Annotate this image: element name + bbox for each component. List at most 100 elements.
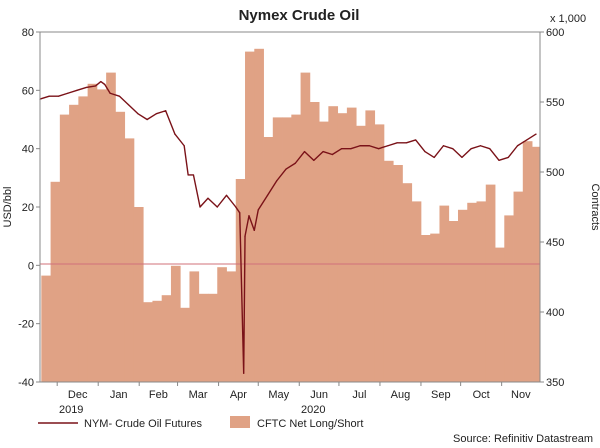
x-tick-label: Nov	[511, 389, 531, 401]
left-tick-label: 0	[28, 260, 34, 272]
series-point	[303, 150, 306, 153]
series-point	[155, 113, 157, 115]
x-tick-label: Sep	[431, 389, 451, 401]
bar	[50, 181, 61, 382]
series-point	[76, 89, 78, 91]
left-tick-label: 40	[22, 144, 34, 156]
series-point	[253, 229, 255, 231]
series-point	[498, 159, 500, 161]
series-point	[174, 133, 176, 135]
left-tick-label: 60	[22, 85, 34, 97]
chart-title: Nymex Crude Oil	[239, 7, 360, 24]
bar	[161, 295, 172, 382]
x-tick-label: Oct	[473, 389, 490, 401]
source-note: Source: Refinitiv Datastream	[453, 433, 593, 445]
series-point	[248, 215, 250, 217]
x-tick-label: Mar	[189, 389, 208, 401]
right-tick-label: 600	[546, 27, 564, 39]
bar	[495, 247, 505, 382]
series-point	[340, 148, 343, 150]
left-tick-label: -20	[18, 319, 34, 331]
bar	[282, 117, 292, 383]
series-point	[85, 86, 87, 89]
legend-line-label: NYM- Crude Oil Futures	[84, 418, 202, 430]
series-point	[183, 145, 185, 147]
right-axis: 350 400 450 500 550 600	[540, 27, 564, 389]
series-point	[470, 148, 472, 150]
bar	[207, 293, 218, 382]
bar	[448, 221, 459, 382]
series-point	[526, 139, 528, 141]
series-point	[276, 180, 278, 182]
series-point	[266, 194, 269, 196]
bar	[365, 110, 376, 383]
x-tick-label: May	[268, 389, 289, 401]
series-point	[368, 145, 370, 147]
series-point	[535, 133, 537, 135]
series-point	[100, 80, 102, 83]
x-tick-label: Jan	[110, 389, 128, 401]
left-axis-label: USD/bbl	[2, 187, 14, 228]
series-point	[285, 168, 287, 170]
bar	[346, 107, 357, 382]
series-point	[225, 194, 228, 196]
x-tick-label: Feb	[149, 389, 168, 401]
x-tick-label: Dec	[68, 389, 88, 401]
series-point	[489, 148, 491, 150]
bar	[235, 179, 246, 382]
x-year-label: 2020	[301, 404, 325, 416]
bar	[106, 72, 116, 382]
right-axis-label: Contracts	[589, 183, 600, 231]
bar	[226, 271, 237, 382]
bar	[467, 202, 477, 382]
x-axis: Dec Jan Feb Mar Apr May Jun Jul Aug Sep Oct Nov 2019…	[56, 382, 531, 416]
bar	[198, 293, 209, 382]
bar	[374, 124, 385, 383]
right-tick-label: 350	[546, 377, 564, 389]
bar	[328, 106, 339, 382]
series-point	[67, 92, 69, 94]
series-point	[104, 83, 106, 86]
series-point	[442, 145, 445, 147]
series-point	[128, 104, 130, 106]
bar	[143, 302, 153, 382]
x-tick-label: Jun	[310, 389, 328, 401]
x-tick-label: Jul	[352, 389, 366, 401]
series-point	[57, 95, 60, 97]
series-point	[479, 145, 482, 147]
bar-series	[41, 48, 541, 383]
bar	[402, 183, 413, 382]
bar	[152, 300, 163, 382]
bar	[272, 117, 283, 383]
bar	[78, 96, 89, 383]
right-tick-label: 400	[546, 307, 564, 319]
series-point	[461, 156, 463, 159]
left-axis: -40 -20 0 20 40 60 80	[18, 27, 40, 389]
legend: NYM- Crude Oil Futures CFTC Net Long/Sho…	[38, 416, 363, 430]
series-point	[257, 209, 259, 211]
bar	[300, 72, 311, 382]
bar	[59, 114, 70, 382]
bar	[356, 125, 366, 383]
series-point	[331, 153, 333, 156]
series-point	[322, 150, 324, 153]
bar	[170, 265, 181, 382]
series-point	[350, 148, 352, 150]
bar	[189, 271, 200, 382]
series-point	[415, 139, 417, 141]
series-point	[94, 85, 97, 87]
series-point	[424, 150, 426, 153]
plot-area	[39, 31, 541, 383]
series-point	[239, 212, 241, 214]
left-tick-label: 20	[22, 202, 34, 214]
bar	[476, 201, 487, 382]
series-point	[516, 145, 519, 147]
bar	[485, 184, 496, 382]
series-point	[199, 206, 201, 208]
right-tick-label: 500	[546, 167, 564, 179]
series-point	[387, 145, 389, 147]
series-point	[433, 156, 435, 159]
series-point	[118, 95, 120, 97]
bar	[337, 113, 348, 382]
